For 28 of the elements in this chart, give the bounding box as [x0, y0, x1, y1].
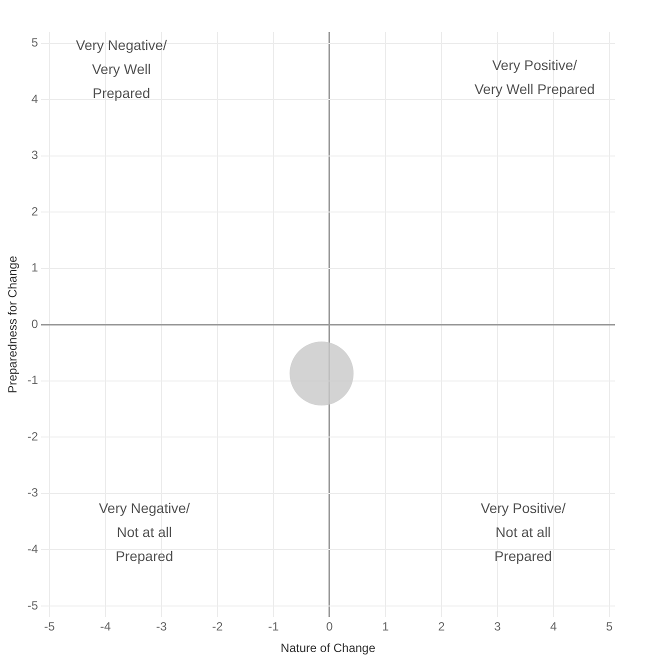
annotation: Very Negative/ Not at all Prepared: [98, 500, 190, 564]
y-tick-label: 5: [31, 36, 38, 50]
x-tick-label: -2: [212, 620, 224, 634]
y-tick-label: 4: [31, 92, 38, 106]
annotation: Very Positive/ Very Well Prepared: [474, 56, 595, 97]
x-axis-title: Nature of Change: [280, 641, 376, 656]
y-axis-title: Preparedness for Change: [6, 256, 20, 394]
x-tick-label: 0: [326, 620, 334, 634]
annotation: Very Negative/ Very Well Prepared: [76, 36, 168, 101]
x-tick-label: -1: [268, 620, 280, 634]
x-tick-label: 4: [550, 620, 558, 634]
y-tick-label: 3: [31, 148, 38, 162]
x-tick-label: 1: [382, 620, 390, 634]
y-tick-label: -5: [27, 598, 38, 612]
y-tick-label: -2: [27, 429, 38, 444]
x-tick-label: -3: [156, 620, 168, 634]
x-tick-label: -5: [44, 620, 56, 634]
x-tick-label: 2: [438, 620, 446, 634]
y-tick-label: -1: [27, 373, 38, 388]
y-tick-label: 1: [31, 260, 38, 275]
y-tick-label: -4: [27, 542, 38, 556]
x-tick-label: -4: [100, 620, 112, 634]
y-tick-label: 2: [31, 204, 38, 218]
annotation: Very Positive/ Not at all Prepared: [480, 500, 566, 564]
x-tick-label: 5: [606, 620, 614, 634]
y-tick-label: 0: [31, 316, 38, 331]
x-tick-label: 3: [494, 620, 502, 634]
y-tick-label: -3: [27, 486, 38, 500]
